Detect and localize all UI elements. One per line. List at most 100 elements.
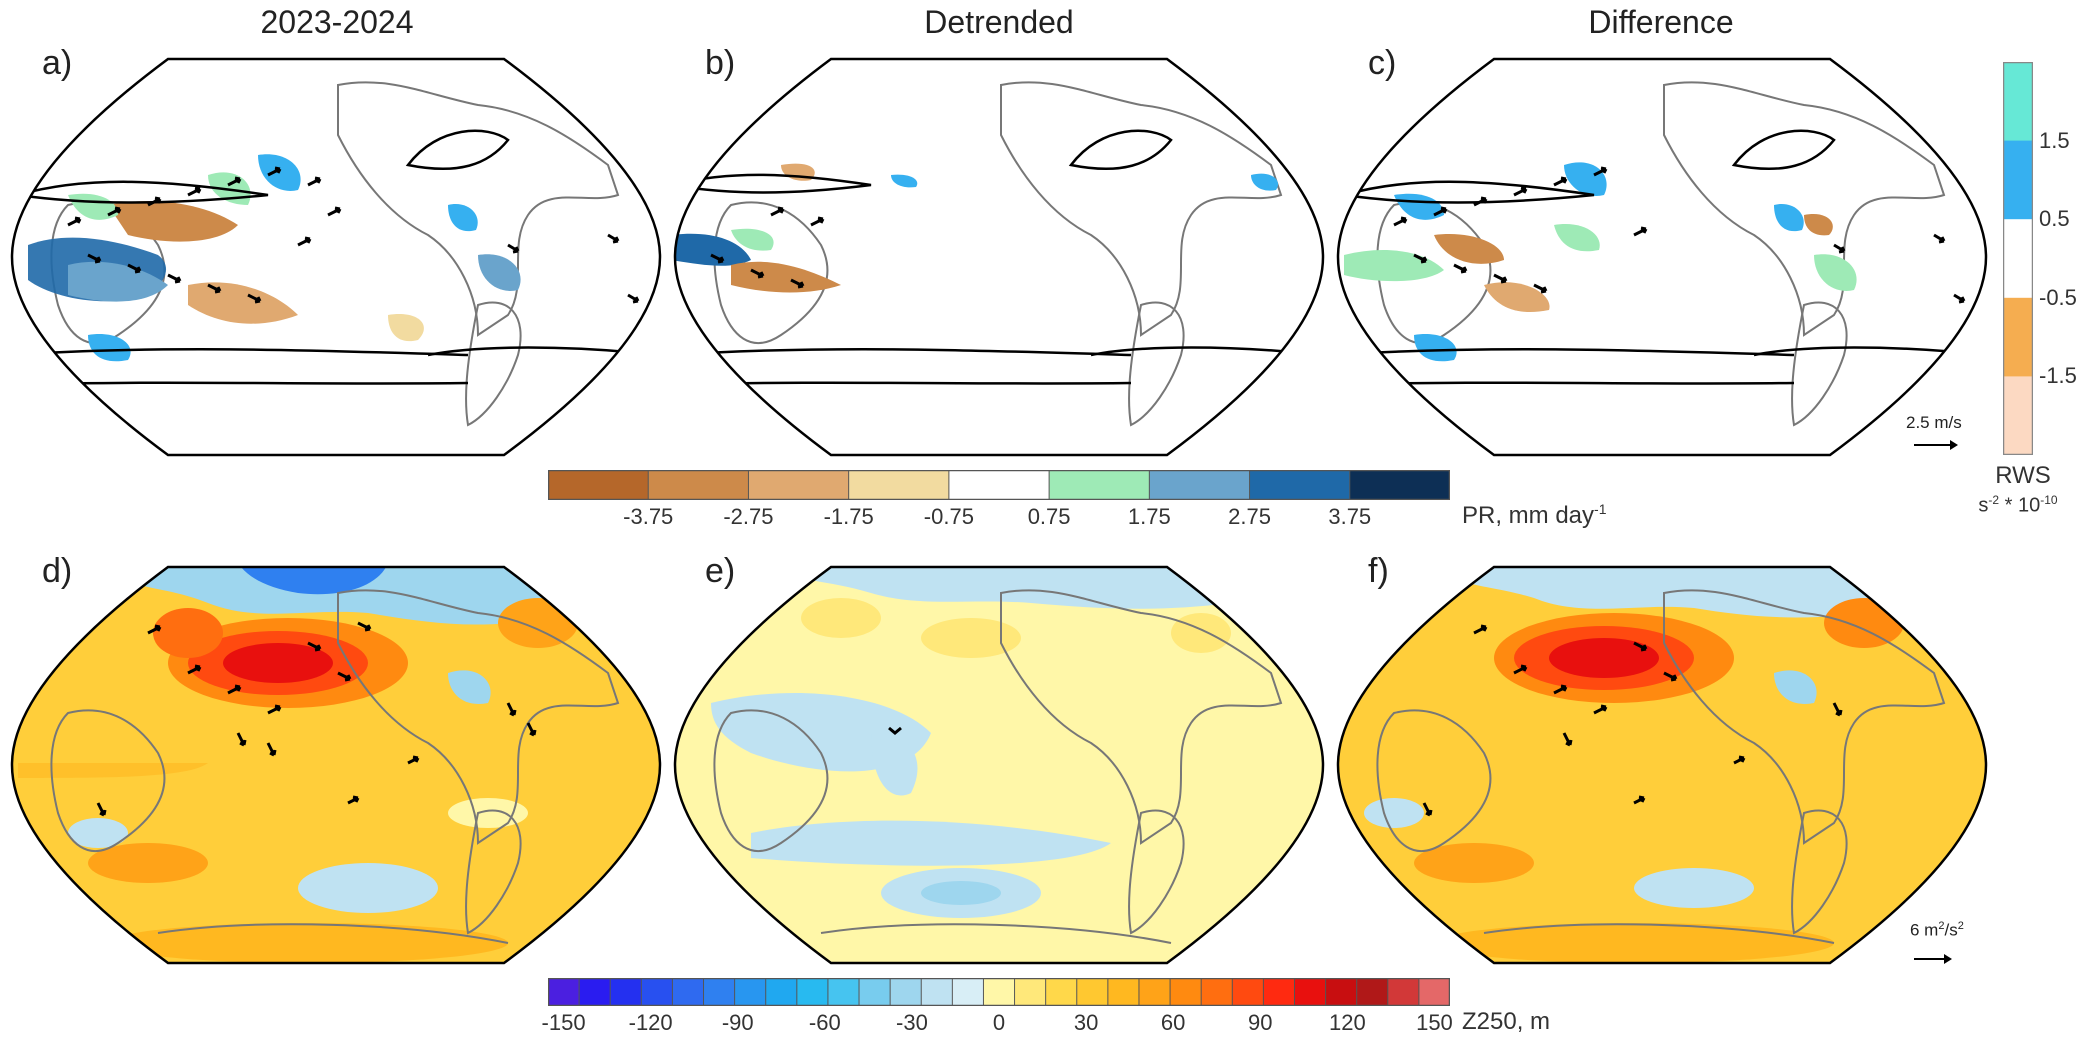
panel-label-b: b): [705, 44, 736, 82]
colorbar-tick-label: 60: [1160, 1010, 1186, 1035]
colorbar-swatch: [1263, 979, 1295, 1005]
z250-colorbar-label: Z250, m: [1462, 1008, 1551, 1035]
rws-colorbar: [2003, 62, 2033, 455]
colorbar-tick-label: -3.75: [623, 504, 674, 529]
z250-field-e: [675, 567, 1323, 963]
colorbar-tick-label: -120: [628, 1010, 673, 1035]
rws-colorbar-units: s-2 * 10-10: [1978, 493, 2058, 517]
colorbar-swatch: [1349, 471, 1450, 499]
colorbar-swatch: [1418, 979, 1450, 1005]
colorbar-swatch: [1138, 979, 1171, 1005]
panel-label-a: a): [42, 44, 73, 82]
colorbar-swatch: [610, 979, 642, 1005]
ref-vector-top-label: 2.5 m/s: [1906, 413, 1962, 432]
z250-colorbar: [548, 978, 1450, 1006]
colorbar-swatch: [734, 979, 767, 1005]
precip-field-c: [1338, 59, 1986, 455]
rws-colorbar-swatch: [2004, 297, 2032, 377]
colorbar-tick-label: -90: [721, 1010, 754, 1035]
colorbar-tick-label: -150: [541, 1010, 586, 1035]
map-panel-e: [673, 565, 1325, 965]
colorbar-swatch: [765, 979, 798, 1005]
flux-arrows-c: [1393, 166, 1966, 304]
colorbar-swatch: [1294, 979, 1327, 1005]
flux-arrows-d: [96, 621, 537, 817]
rws-colorbar-swatch: [2004, 140, 2032, 220]
colorbar-tick-label: 120: [1328, 1010, 1366, 1035]
colorbar-swatch: [859, 979, 891, 1005]
panel-label-f: f): [1368, 552, 1389, 590]
colorbar-swatch: [796, 979, 829, 1005]
colorbar-swatch: [703, 979, 736, 1005]
colorbar-swatch: [1170, 979, 1202, 1005]
colorbar-tick-label: -0.75: [923, 504, 974, 529]
map-panel-d: [10, 565, 662, 965]
map-panel-a: [10, 57, 662, 457]
colorbar-tick-label: 0.75: [1027, 504, 1071, 529]
colorbar-swatch: [579, 979, 611, 1005]
panel-label-c: c): [1368, 44, 1397, 82]
rws-colorbar-swatch: [2004, 376, 2032, 455]
colorbar-swatch: [1107, 979, 1140, 1005]
colorbar-swatch: [1387, 979, 1420, 1005]
rws-tick-label: 0.5: [2039, 206, 2070, 232]
colorbar-swatch: [983, 979, 1016, 1005]
map-panel-b: [673, 57, 1325, 457]
colorbar-swatch: [952, 979, 984, 1005]
colorbar-swatch: [1249, 471, 1351, 499]
colorbar-swatch: [948, 471, 1050, 499]
panel-label-d: d): [42, 552, 73, 590]
colorbar-swatch: [1325, 979, 1358, 1005]
rws-colorbar-label: RWS: [1995, 462, 2051, 489]
z250-field-d: [12, 567, 660, 963]
colorbar-swatch: [641, 979, 673, 1005]
rws-colorbar-swatch: [2004, 219, 2032, 299]
rws-tick-label: -1.5: [2039, 363, 2077, 389]
colorbar-tick-label: 3.75: [1328, 504, 1372, 529]
colorbar-swatch: [848, 471, 950, 499]
precip-field-a: [12, 59, 660, 455]
z250-field-f: [1338, 567, 1986, 963]
pr-colorbar-label: PR, mm day-1: [1462, 501, 1607, 529]
colorbar-swatch: [548, 979, 580, 1005]
colorbar-tick-label: 150: [1416, 1010, 1453, 1035]
colorbar-tick-label: -30: [896, 1010, 928, 1035]
colorbar-swatch: [890, 979, 922, 1005]
flux-arrows-f: [1422, 624, 1843, 817]
flux-arrows-a: [67, 166, 640, 304]
colorbar-tick-label: -1.75: [823, 504, 874, 529]
colorbar-tick-label: 1.75: [1127, 504, 1171, 529]
precip-field-b: [675, 59, 1323, 455]
colorbar-swatch: [548, 471, 649, 499]
ref-vector-bottom-label: 6 m2/s2: [1910, 920, 1964, 940]
colorbar-tick-label: 30: [1073, 1010, 1099, 1035]
colorbar-tick-label: 0: [992, 1010, 1006, 1035]
colorbar-tick-label: -2.75: [723, 504, 774, 529]
colorbar-swatch: [1149, 471, 1251, 499]
colorbar-swatch: [648, 471, 749, 499]
colorbar-swatch: [672, 979, 705, 1005]
colorbar-swatch: [1356, 979, 1389, 1005]
flux-arrows-b: [710, 206, 825, 289]
title-detrended: Detrended: [924, 4, 1074, 40]
colorbar-swatch: [1014, 979, 1047, 1005]
rws-tick-label: -0.5: [2039, 284, 2077, 310]
colorbar-swatch: [921, 979, 953, 1005]
colorbar-swatch: [1201, 979, 1233, 1005]
colorbar-swatch: [1045, 979, 1078, 1005]
ref-vector-top-arrow: [1914, 440, 1958, 450]
colorbar-tick-label: 2.75: [1228, 504, 1271, 529]
colorbar-swatch: [1049, 471, 1150, 499]
flux-arrow-e: [888, 726, 902, 735]
rws-tick-label: 1.5: [2039, 127, 2070, 153]
pr-colorbar: [548, 470, 1450, 500]
title-difference: Difference: [1588, 4, 1734, 40]
colorbar-swatch: [1076, 979, 1109, 1005]
colorbar-tick-label: 90: [1248, 1010, 1273, 1035]
colorbar-swatch: [1232, 979, 1264, 1005]
ref-vector-bottom-arrow: [1914, 954, 1952, 964]
title-2023-2024: 2023-2024: [260, 4, 414, 40]
map-panel-c: [1336, 57, 1988, 457]
map-panel-f: [1336, 565, 1988, 965]
panel-label-e: e): [705, 552, 736, 590]
